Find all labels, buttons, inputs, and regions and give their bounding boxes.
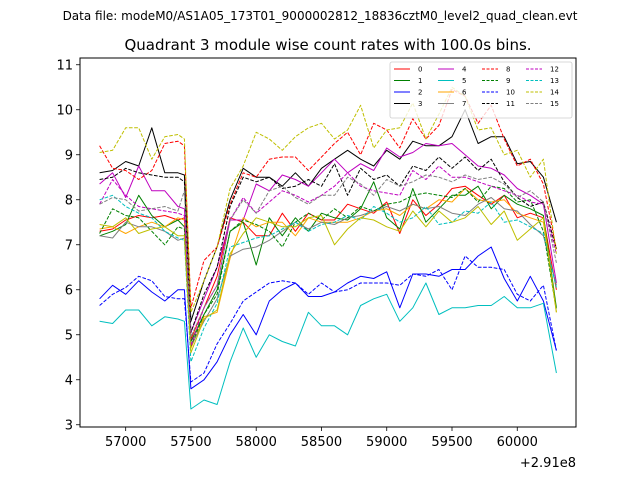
series-line-12 (99, 165, 557, 347)
x-tick-label: 58500 (301, 435, 342, 450)
series-line-15 (99, 174, 557, 338)
series-line-solid-yellow (99, 206, 557, 354)
series-line-10 (99, 255, 557, 383)
y-tick-label: 8 (65, 193, 73, 208)
legend-label-7: 7 (462, 100, 466, 108)
figure-suptitle: Data file: modeM0/AS1A05_173T01_90000028… (63, 9, 578, 23)
series-line-2 (99, 246, 557, 390)
y-tick-label: 4 (65, 373, 73, 388)
y-tick-label: 11 (56, 58, 73, 73)
series-line-9 (99, 185, 557, 347)
series-line-5 (99, 282, 557, 410)
x-tick-label: 58000 (236, 435, 277, 450)
y-tick-label: 5 (65, 328, 73, 343)
legend-label-3: 3 (418, 100, 422, 108)
x-tick-label: 60000 (497, 435, 538, 450)
x-tick-label: 57000 (105, 435, 146, 450)
plot-frame (79, 57, 577, 428)
series-line-1 (99, 181, 557, 342)
legend-label-9: 9 (506, 77, 510, 85)
y-axis: 3 4 5 6 7 8 9 10 11 (56, 58, 80, 433)
y-tick-label: 3 (65, 418, 73, 433)
legend-label-1: 1 (418, 77, 422, 85)
legend-label-2: 2 (418, 89, 422, 97)
legend-label-5: 5 (462, 77, 466, 85)
legend-label-12: 12 (550, 66, 559, 74)
x-tick-label: 59000 (366, 435, 407, 450)
legend-label-14: 14 (550, 89, 559, 97)
y-tick-label: 9 (65, 148, 73, 163)
y-tick-label: 10 (56, 103, 73, 118)
x-tick-label: 59500 (431, 435, 472, 450)
series-line-7 (99, 197, 557, 347)
legend-label-11: 11 (506, 100, 515, 108)
series-line-14 (99, 86, 557, 313)
series-line-3 (99, 109, 557, 322)
series-line-8 (99, 89, 557, 309)
series-line-11 (99, 156, 557, 333)
legend-label-15: 15 (550, 100, 559, 108)
legend-label-13: 13 (550, 77, 559, 85)
x-tick-label: 57500 (170, 435, 211, 450)
legend-label-0: 0 (418, 66, 422, 74)
x-axis: 57000 57500 58000 58500 59000 59500 60000 (105, 427, 538, 450)
series-layer (99, 86, 557, 410)
legend-label-6: 6 (462, 89, 467, 97)
legend-label-10: 10 (506, 89, 515, 97)
y-tick-label: 6 (65, 283, 73, 298)
chart-title: Quadrant 3 module wise count rates with … (124, 36, 531, 54)
legend-label-4: 4 (462, 66, 467, 74)
legend-label-8: 8 (506, 66, 510, 74)
series-line-13 (99, 194, 557, 363)
y-tick-label: 7 (65, 238, 73, 253)
series-line-4 (99, 143, 557, 333)
x-offset-label: +2.91e8 (520, 456, 576, 471)
